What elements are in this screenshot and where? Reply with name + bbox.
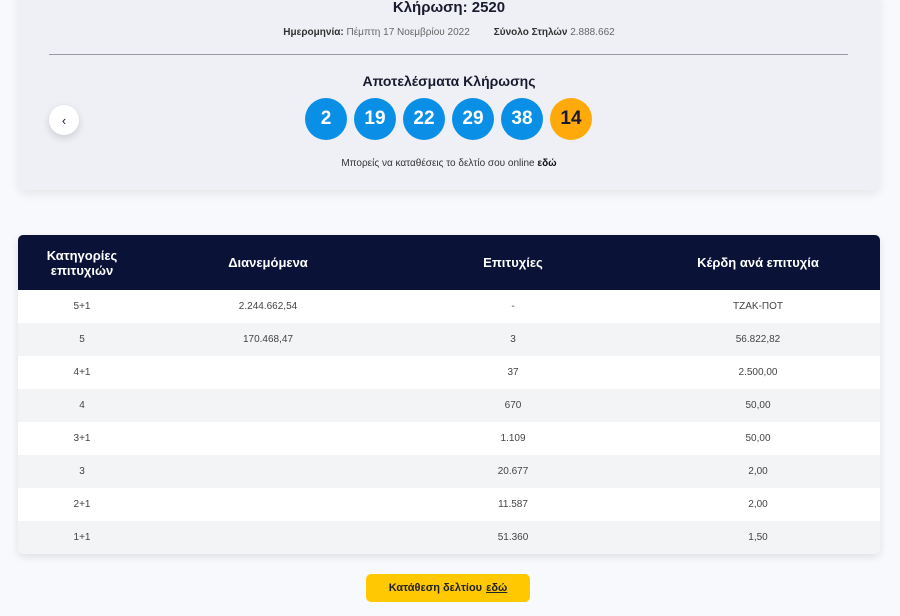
table-row: 4 670 50,00 (18, 389, 880, 422)
cta-link[interactable]: εδώ (486, 582, 508, 594)
online-note: Μπορείς να καταθέσεις το δελτίο σου onli… (18, 158, 880, 169)
number-ball: 19 (354, 98, 396, 140)
table-row: 2+1 11.587 2,00 (18, 488, 880, 521)
table-cell: 2+1 (73, 499, 91, 510)
table-cell: 20.677 (497, 466, 529, 477)
table-cell: 37 (507, 367, 519, 378)
columns-label: Σύνολο Στηλών (493, 27, 568, 38)
prize-table: Κατηγορίες επιτυχιών Διανεμόμενα Επιτυχί… (18, 235, 880, 554)
table-cell: 4 (79, 400, 85, 411)
winning-numbers: 2 19 22 29 38 14 (305, 98, 592, 140)
table-row: 3+1 1.109 50,00 (18, 422, 880, 455)
table-row: 4+1 37 2.500,00 (18, 356, 880, 389)
draw-title: Κλήρωση: 2520 (392, 0, 506, 16)
table-cell: 51.360 (497, 532, 529, 543)
table-row: 1+1 51.360 1,50 (18, 521, 880, 554)
table-cell: 2.244.662,54 (238, 301, 298, 312)
table-cell: 5+1 (73, 301, 91, 312)
draw-meta: Ημερομηνία: Πέμπτη 17 Νοεμβρίου 2022 Σύνο… (18, 27, 880, 38)
table-cell: 1,50 (748, 532, 768, 543)
table-cell: 5 (79, 334, 85, 345)
chevron-left-icon: ‹ (61, 112, 67, 128)
number-ball: 22 (403, 98, 445, 140)
date-label: Ημερομηνία: (283, 27, 344, 38)
table-cell: 56.822,82 (735, 334, 781, 345)
columns-value: 2.888.662 (570, 27, 615, 38)
header-prize: Κέρδη ανά επιτυχία (697, 255, 819, 270)
cta-label: Κατάθεση δελτίου (388, 582, 483, 594)
table-cell: 670 (504, 400, 522, 411)
table-row: 3 20.677 2,00 (18, 455, 880, 488)
table-cell: 1.109 (500, 433, 526, 444)
table-cell: 50,00 (745, 433, 771, 444)
table-cell: 3 (79, 466, 85, 477)
number-ball: 2 (305, 98, 347, 140)
table-cell: 2,00 (748, 499, 768, 510)
number-ball: 29 (452, 98, 494, 140)
results-title: Αποτελέσματα Κλήρωσης (362, 73, 536, 89)
table-header: Κατηγορίες επιτυχιών Διανεμόμενα Επιτυχί… (18, 235, 880, 290)
table-row: 5 170.468,47 3 56.822,82 (18, 323, 880, 356)
table-cell: 3+1 (73, 433, 91, 444)
online-link[interactable]: εδώ (537, 158, 557, 169)
number-ball: 38 (501, 98, 543, 140)
draw-card: Κλήρωση: 2520 Ημερομηνία: Πέμπτη 17 Νοεμ… (18, 0, 880, 190)
table-cell: 2.500,00 (738, 367, 778, 378)
table-cell: - (511, 301, 515, 312)
previous-draw-button[interactable]: ‹ (49, 105, 79, 135)
table-cell: 50,00 (745, 400, 771, 411)
table-cell: 11.587 (498, 499, 528, 510)
divider (49, 54, 848, 55)
table-cell: 3 (510, 334, 516, 345)
online-text: Μπορείς να καταθέσεις το δελτίο σου onli… (341, 158, 535, 169)
table-cell: 170.468,47 (242, 334, 294, 345)
table-cell: 2,00 (748, 466, 768, 477)
header-categories: Κατηγορίες επιτυχιών (46, 247, 118, 278)
table-row: 5+1 2.244.662,54 - ΤΖΑΚ-ΠΟΤ (18, 290, 880, 323)
table-cell: 4+1 (73, 367, 91, 378)
header-distributed: Διανεμόμενα (228, 255, 308, 270)
date-value: Πέμπτη 17 Νοεμβρίου 2022 (346, 27, 470, 38)
submit-ticket-button[interactable]: Κατάθεση δελτίου εδώ (366, 574, 530, 602)
table-cell: 1+1 (73, 532, 91, 543)
table-cell: ΤΖΑΚ-ΠΟΤ (733, 301, 783, 312)
header-winners: Επιτυχίες (483, 255, 543, 270)
joker-ball: 14 (550, 98, 592, 140)
